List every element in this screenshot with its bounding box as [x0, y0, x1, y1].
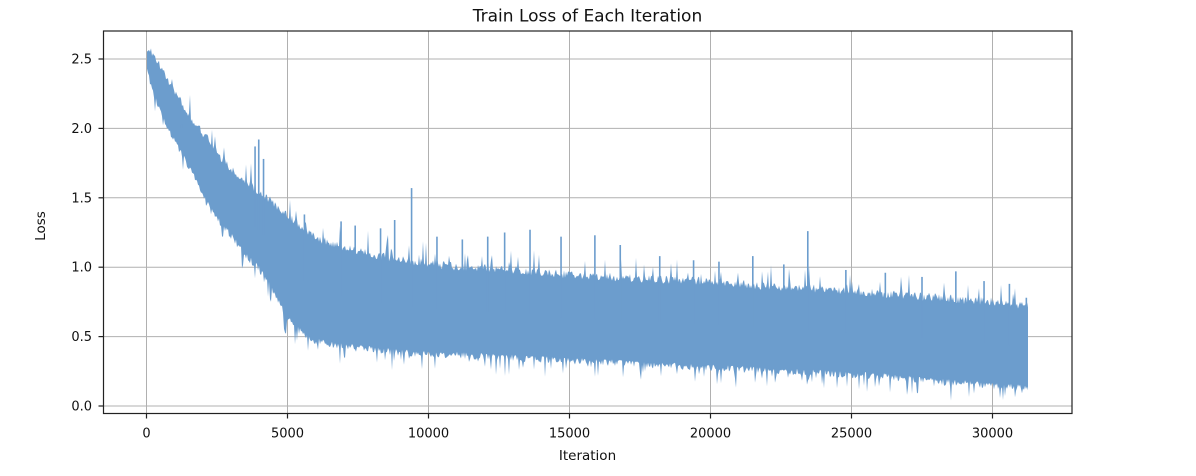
tick-label-layer: 0 5000 10000 15000 20000 25000 30000 0.0 0.5 1.0 1…: [71, 53, 1013, 442]
y-tick-label: 1.5: [71, 191, 92, 206]
loss-curve-band: [147, 48, 1028, 401]
x-axis-label: Iteration: [559, 448, 616, 464]
y-tick-label: 0.5: [71, 330, 92, 345]
x-tick-label: 30000: [972, 427, 1013, 442]
x-tick-label: 10000: [408, 427, 449, 442]
axis-layer: [98, 30, 1073, 419]
y-axis-label: Loss: [33, 211, 49, 241]
plot-frame: [102, 30, 1073, 415]
x-tick-label: 5000: [271, 427, 304, 442]
y-tick-label: 2.0: [71, 122, 92, 137]
y-tick-label: 0.0: [71, 400, 92, 415]
x-tick-label: 25000: [831, 427, 872, 442]
x-tick-label: 15000: [549, 427, 590, 442]
chart-title: Train Loss of Each Iteration: [472, 7, 702, 27]
x-tick-label: 20000: [690, 427, 731, 442]
y-tick-label: 1.0: [71, 261, 92, 276]
data-layer: [147, 48, 1028, 401]
x-tick-label: 0: [142, 427, 150, 442]
y-tick-label: 2.5: [71, 53, 92, 68]
